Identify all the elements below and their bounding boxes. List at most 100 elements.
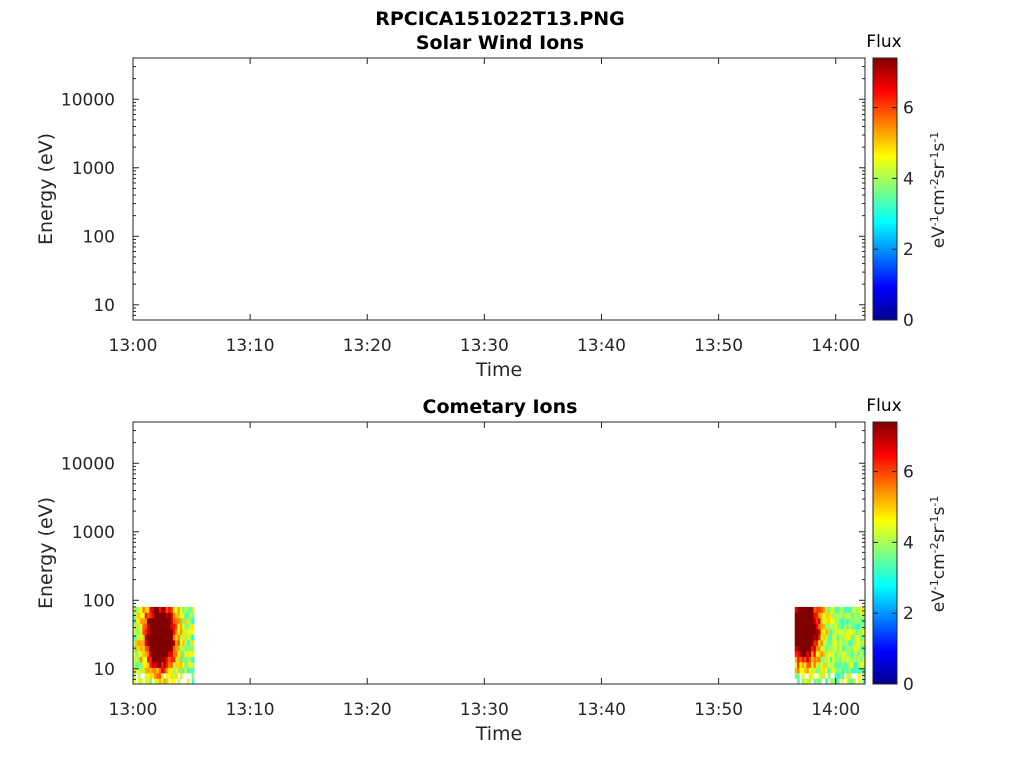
heatmap-cell xyxy=(834,617,838,624)
heatmap-cell xyxy=(168,639,171,646)
heatmap-cell xyxy=(186,639,190,646)
heatmap-cell xyxy=(834,634,838,641)
heatmap-cell xyxy=(135,667,139,674)
heatmap-cell xyxy=(857,639,861,646)
heatmap-cell xyxy=(168,656,171,663)
heatmap-cell xyxy=(853,639,857,646)
heatmap-cell xyxy=(818,617,821,624)
plot-frame xyxy=(132,57,866,321)
heatmap-cell xyxy=(165,656,169,663)
heatmap-cell xyxy=(813,639,817,646)
heatmap-cell xyxy=(151,623,155,630)
heatmap-cell xyxy=(189,656,192,663)
heatmap-cell xyxy=(179,656,183,663)
heatmap-cell xyxy=(170,623,174,630)
y-axis-label: Energy (eV) xyxy=(35,133,57,245)
heatmap-cell xyxy=(813,606,817,613)
heatmap-cell xyxy=(804,650,807,657)
colorbar: Flux 0 2 4 6 eV-1cm-2sr-1s-1 xyxy=(866,32,949,331)
colorbar-tick-label: 6 xyxy=(903,463,914,483)
heatmap-cell xyxy=(841,628,845,635)
heatmap-cell xyxy=(161,606,164,613)
heatmap-cell xyxy=(158,634,162,641)
heatmap-cell xyxy=(862,639,865,646)
colorbar-title: Flux xyxy=(866,396,901,416)
heatmap-cell xyxy=(808,617,812,624)
heatmap-cell xyxy=(857,650,861,657)
heatmap-cell xyxy=(189,634,192,641)
heatmap-cell xyxy=(799,606,803,613)
heatmap-cell xyxy=(140,667,143,674)
heatmap-cell xyxy=(177,661,181,668)
heatmap-cell xyxy=(855,661,859,668)
heatmap-cell xyxy=(850,639,854,646)
heatmap-cell xyxy=(165,672,169,679)
heatmap-cell xyxy=(815,667,819,674)
heatmap-cell xyxy=(857,645,861,652)
heatmap-cell xyxy=(804,617,807,624)
heatmap-cell xyxy=(818,628,821,635)
heatmap-cell xyxy=(189,617,192,624)
heatmap-cell xyxy=(154,634,157,641)
heatmap-cell xyxy=(168,634,171,641)
heatmap-cell xyxy=(133,656,136,663)
heatmap-cell xyxy=(149,634,153,641)
heatmap-cell xyxy=(158,672,162,679)
heatmap-cell xyxy=(191,672,195,679)
heatmap-cell xyxy=(177,650,181,657)
heatmap-cell xyxy=(836,639,840,646)
heatmap-cell xyxy=(801,612,805,619)
heatmap-cell xyxy=(142,612,146,619)
colorbar-title: Flux xyxy=(866,32,901,52)
heatmap-cell xyxy=(806,623,810,630)
heatmap-cell xyxy=(857,678,861,684)
heatmap-cell xyxy=(829,617,833,624)
heatmap-cell xyxy=(808,650,812,657)
heatmap-cell xyxy=(806,639,810,646)
heatmap-cell xyxy=(806,612,810,619)
heatmap-cell xyxy=(822,661,826,668)
heatmap-cell xyxy=(811,628,814,635)
heatmap-cell xyxy=(161,672,164,679)
heatmap-cell xyxy=(827,656,831,663)
heatmap-cell xyxy=(144,672,148,679)
heatmap-cell xyxy=(799,623,803,630)
heatmap-cell xyxy=(813,634,817,641)
heatmap-cell xyxy=(855,656,859,663)
heatmap-cell xyxy=(161,634,164,641)
heatmap-cell xyxy=(151,645,155,652)
heatmap-cell xyxy=(144,639,148,646)
heatmap-cell xyxy=(829,606,833,613)
heatmap-cell xyxy=(862,656,865,663)
heatmap-cell xyxy=(189,667,192,674)
heatmap-cell xyxy=(140,617,143,624)
heatmap-cell xyxy=(135,628,139,635)
heatmap-cell xyxy=(191,634,195,641)
heatmap-cell xyxy=(832,639,835,646)
heatmap-cell xyxy=(811,645,814,652)
heatmap-cell xyxy=(184,661,188,668)
heatmap-cell xyxy=(827,650,831,657)
heatmap-cell xyxy=(133,639,136,646)
heatmap-cell xyxy=(808,623,812,630)
heatmap-cell xyxy=(815,617,819,624)
heatmap-cell xyxy=(156,672,160,679)
colorbar-gradient xyxy=(872,57,898,321)
heatmap-cell xyxy=(189,661,192,668)
heatmap-cell xyxy=(827,639,831,646)
heatmap-cell xyxy=(158,667,162,674)
heatmap-cell xyxy=(848,678,852,684)
heatmap-cell xyxy=(832,623,835,630)
heatmap-cell xyxy=(170,606,174,613)
heatmap-cell xyxy=(149,667,153,674)
heatmap-cell xyxy=(151,661,155,668)
heatmap-cell xyxy=(149,606,153,613)
heatmap-cell xyxy=(175,639,178,646)
heatmap-cell xyxy=(839,656,842,663)
heatmap-cell xyxy=(140,645,143,652)
heatmap-cell xyxy=(832,650,835,657)
heatmap-cell xyxy=(175,672,178,679)
heatmap-cell xyxy=(144,617,148,624)
heatmap-cell xyxy=(794,639,798,646)
